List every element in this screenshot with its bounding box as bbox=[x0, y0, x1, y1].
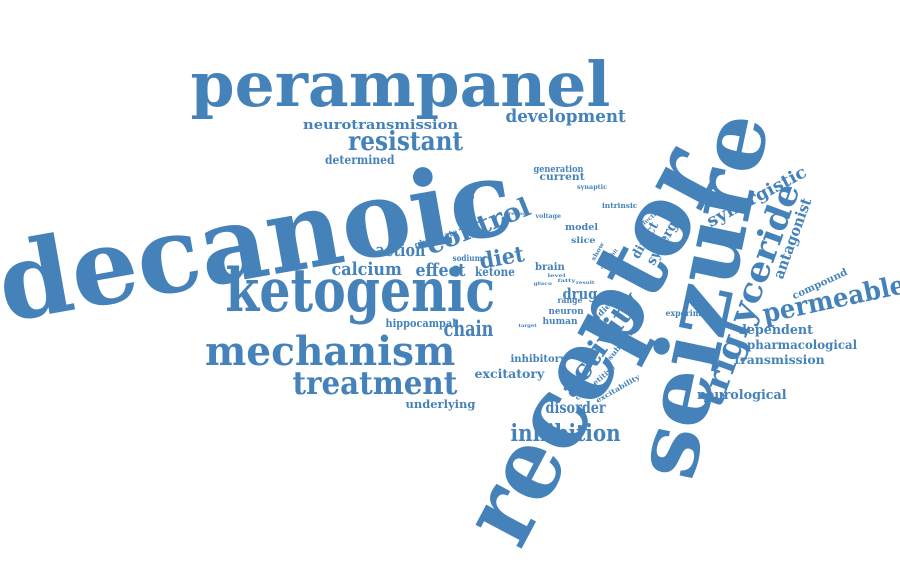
word-ketone: ketone bbox=[475, 266, 515, 278]
word-fatty: fatty bbox=[557, 279, 575, 284]
word-inhibition: inhibition bbox=[510, 422, 620, 445]
word-development: development bbox=[505, 108, 625, 126]
word-resistant: resistant bbox=[348, 129, 463, 155]
word-neuron: neuron bbox=[549, 308, 584, 317]
word-hippocampal: hippocampal bbox=[385, 318, 455, 329]
word-inhibitory: inhibitory bbox=[511, 355, 566, 365]
word-brain: brain bbox=[535, 263, 565, 273]
word-intrinsic: intrinsic bbox=[601, 202, 636, 209]
word-neurological: neurological bbox=[697, 389, 787, 402]
word-range: range bbox=[557, 296, 582, 304]
word-calcium: calcium bbox=[331, 261, 401, 279]
word-dependent: dependent bbox=[738, 324, 813, 337]
word-target: target bbox=[518, 324, 536, 329]
word-determined: determined bbox=[325, 154, 395, 166]
word-slice: slice bbox=[571, 236, 595, 244]
word-synaptic: synaptic bbox=[577, 185, 607, 191]
word-excitatory: excitatory bbox=[474, 368, 544, 380]
word-neurotransmission: neurotransmission bbox=[303, 119, 458, 132]
word-result: result bbox=[576, 281, 595, 286]
word-disorder: disorder bbox=[545, 400, 605, 416]
word-generation: generation bbox=[533, 166, 583, 175]
word-effect: effect bbox=[415, 262, 465, 280]
word-pharmacological: pharmacological bbox=[747, 339, 857, 351]
word-model: model bbox=[564, 224, 597, 233]
word-transmission: transmission bbox=[734, 354, 824, 366]
word-central: central bbox=[601, 266, 621, 271]
word-level: level bbox=[547, 274, 565, 279]
word-reduce: reduce bbox=[508, 212, 528, 217]
word-voltage: voltage bbox=[535, 214, 560, 220]
word-underlying: underlying bbox=[405, 399, 475, 410]
word-gluco: gluco bbox=[533, 282, 552, 287]
word-experiment: experiment bbox=[665, 309, 715, 317]
word-human: human bbox=[543, 318, 578, 327]
word-treatment: treatment bbox=[292, 367, 457, 399]
word-sodium: sodium bbox=[452, 254, 482, 262]
word-current: current bbox=[540, 173, 585, 183]
